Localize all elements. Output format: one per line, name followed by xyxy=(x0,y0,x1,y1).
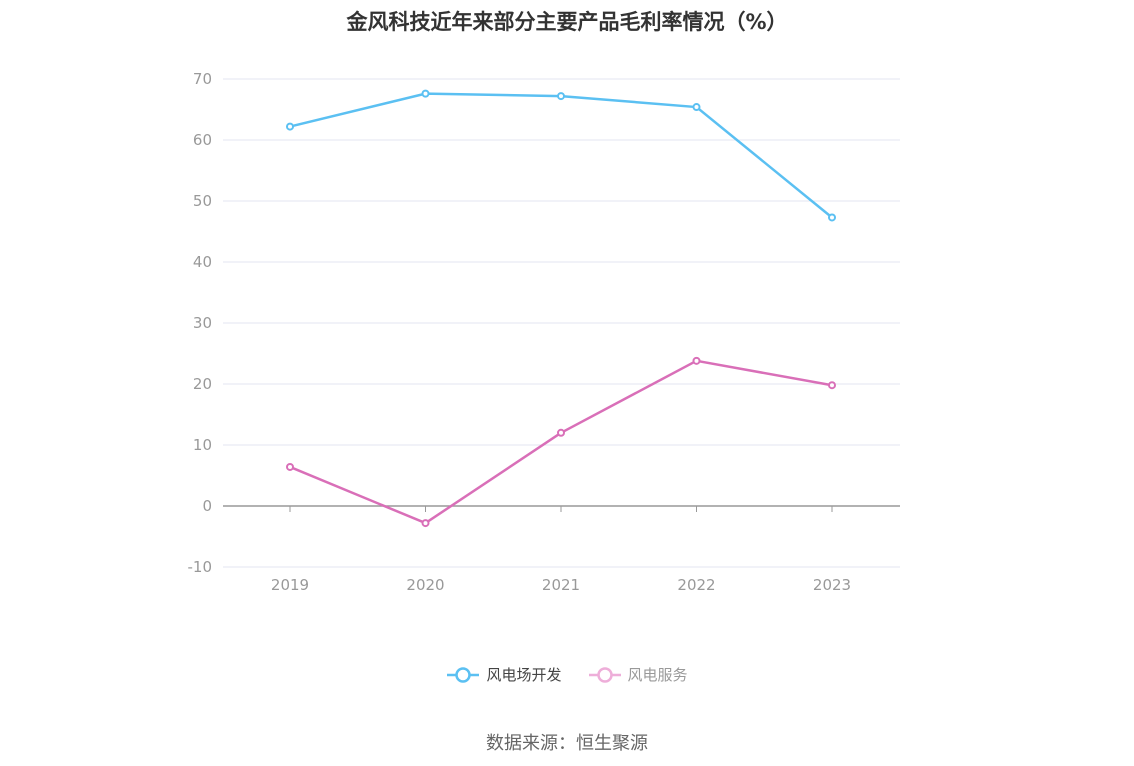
grid-lines xyxy=(223,78,900,568)
legend-marker-icon xyxy=(447,666,480,683)
axes xyxy=(223,505,900,512)
legend-item-2[interactable]: 风电服务 xyxy=(588,664,688,685)
data-point[interactable] xyxy=(557,428,565,437)
y-tick-label: 0 xyxy=(202,497,212,515)
legend-marker-icon xyxy=(588,666,621,683)
legend-item-1[interactable]: 风电场开发 xyxy=(446,664,562,685)
legend-label: 风电服务 xyxy=(627,666,688,684)
y-tick-label: 40 xyxy=(193,253,212,271)
series-line-2 xyxy=(289,359,833,525)
y-tick-label: -10 xyxy=(188,558,213,576)
data-point[interactable] xyxy=(692,103,701,112)
data-point[interactable] xyxy=(692,356,701,365)
tick-labels: -10 0 10 20 30 40 50 60 70 2019 2020 2021 2022 2023 xyxy=(188,70,852,594)
x-tick-label: 2021 xyxy=(542,576,580,594)
y-tick-label: 50 xyxy=(193,192,212,210)
x-tick-label: 2022 xyxy=(677,576,715,594)
data-point[interactable] xyxy=(286,122,294,131)
data-point[interactable] xyxy=(828,381,836,390)
x-tick-label: 2023 xyxy=(813,576,851,594)
x-tick-label: 2020 xyxy=(406,576,444,594)
y-tick-label: 60 xyxy=(193,131,212,149)
data-point[interactable] xyxy=(828,213,836,222)
x-tick-label: 2019 xyxy=(271,576,309,594)
y-tick-label: 30 xyxy=(193,314,212,332)
data-point[interactable] xyxy=(286,462,294,471)
series-line-1 xyxy=(289,92,833,219)
legend: 风电场开发 风电服务 xyxy=(0,664,1134,685)
y-tick-label: 10 xyxy=(193,436,212,454)
source-note: 数据来源：恒生聚源 xyxy=(486,733,648,754)
y-tick-label: 70 xyxy=(193,70,212,88)
data-point[interactable] xyxy=(421,89,430,98)
data-point[interactable] xyxy=(557,92,565,101)
legend-label: 风电场开发 xyxy=(486,666,562,684)
series-lines xyxy=(286,89,836,528)
y-tick-label: 20 xyxy=(193,375,212,393)
chart-title: 金风科技近年来部分主要产品毛利率情况（%） xyxy=(346,10,788,34)
data-point[interactable] xyxy=(421,519,430,528)
